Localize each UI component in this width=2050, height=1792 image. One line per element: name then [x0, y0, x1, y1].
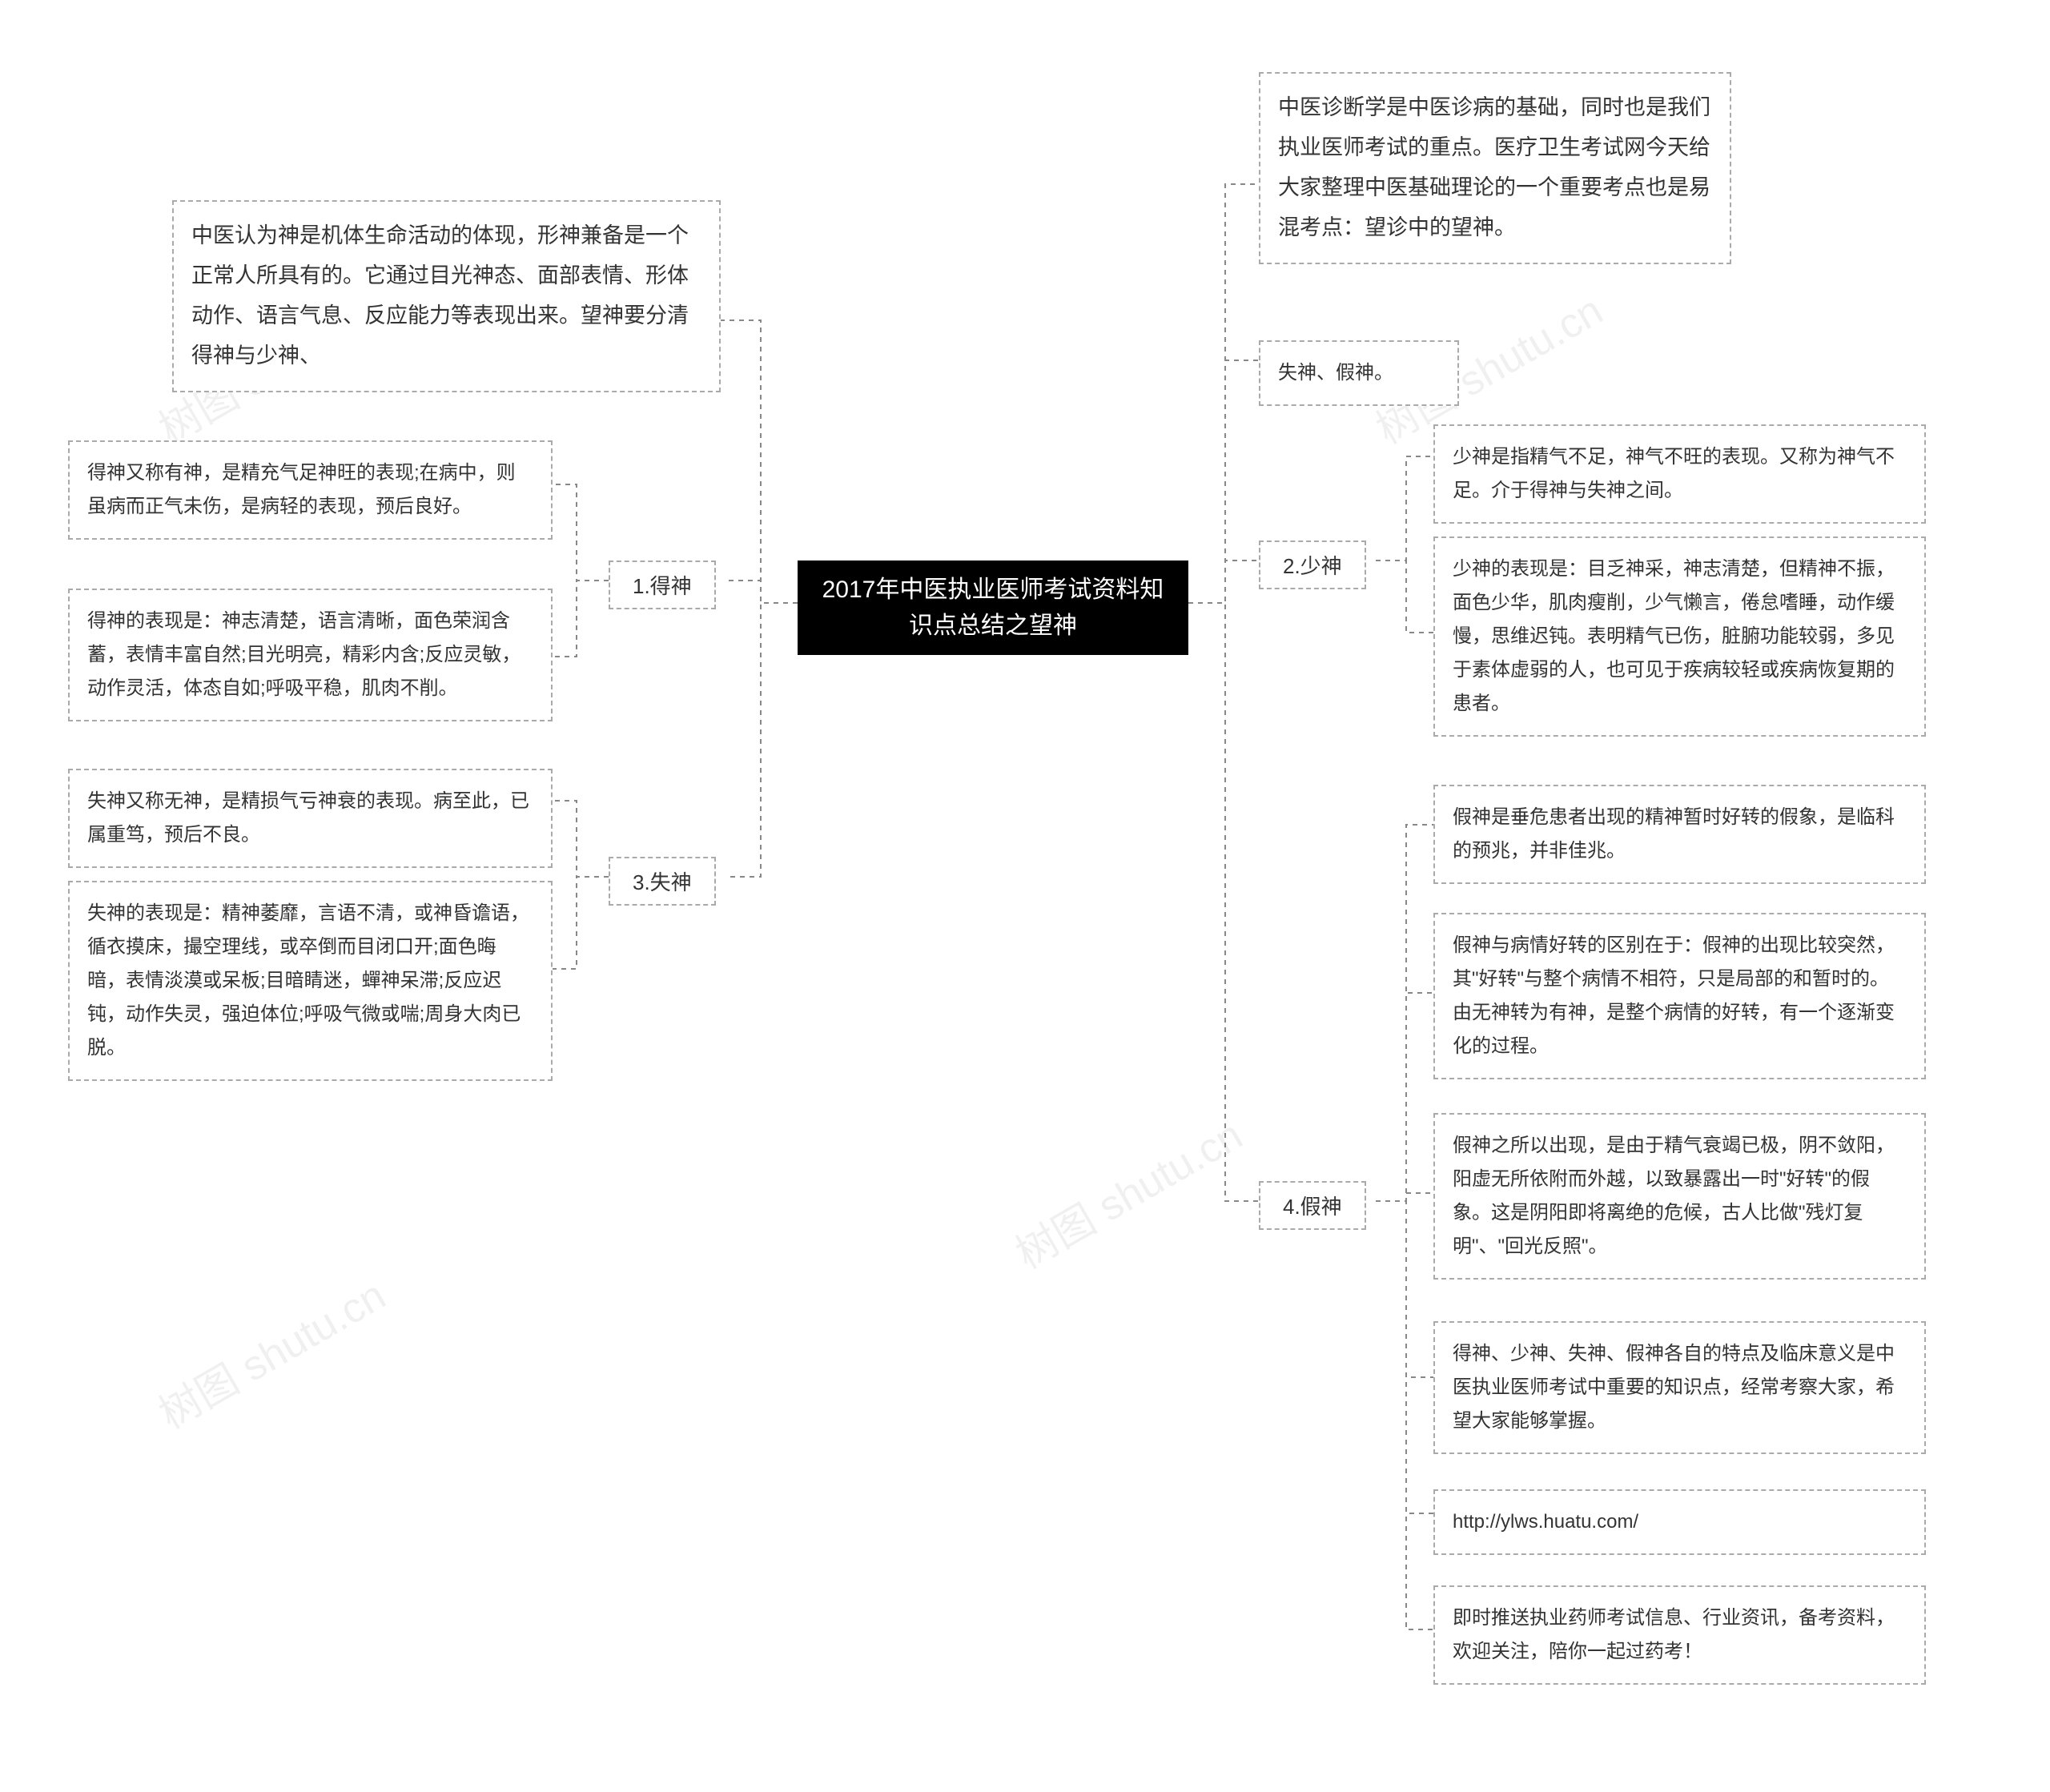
- right-intro: 中医诊断学是中医诊病的基础，同时也是我们执业医师考试的重点。医疗卫生考试网今天给…: [1259, 72, 1731, 264]
- leaf-shaoshen-1: 少神是指精气不足，神气不旺的表现。又称为神气不足。介于得神与失神之间。: [1433, 424, 1926, 524]
- branch-shaoshen: 2.少神: [1259, 540, 1366, 589]
- left-intro: 中医认为神是机体生命活动的体现，形神兼备是一个正常人所具有的。它通过目光神态、面…: [172, 200, 721, 392]
- leaf-jiashen-3: 假神之所以出现，是由于精气衰竭已极，阴不敛阳，阳虚无所依附而外越，以致暴露出一时…: [1433, 1113, 1926, 1280]
- leaf-jiashen-5: http://ylws.huatu.com/: [1433, 1489, 1926, 1555]
- watermark: 树图 shutu.cn: [146, 1262, 394, 1440]
- right-intro2: 失神、假神。: [1259, 340, 1459, 406]
- branch-deshen: 1.得神: [609, 561, 716, 609]
- leaf-deshen-2: 得神的表现是：神志清楚，语言清晰，面色荣润含蓄，表情丰富自然;目光明亮，精彩内含…: [68, 589, 553, 721]
- center-title: 2017年中医执业医师考试资料知识点总结之望神: [798, 561, 1188, 655]
- leaf-shishen-2: 失神的表现是：精神萎靡，言语不清，或神昏谵语，循衣摸床，撮空理线，或卒倒而目闭口…: [68, 881, 553, 1081]
- leaf-jiashen-1: 假神是垂危患者出现的精神暂时好转的假象，是临科的预兆，并非佳兆。: [1433, 785, 1926, 884]
- branch-shishen: 3.失神: [609, 857, 716, 906]
- branch-jiashen: 4.假神: [1259, 1181, 1366, 1230]
- leaf-jiashen-4: 得神、少神、失神、假神各自的特点及临床意义是中医执业医师考试中重要的知识点，经常…: [1433, 1321, 1926, 1454]
- leaf-shaoshen-2: 少神的表现是：目乏神采，神志清楚，但精神不振，面色少华，肌肉瘦削，少气懒言，倦怠…: [1433, 536, 1926, 737]
- watermark: 树图 shutu.cn: [1003, 1102, 1251, 1280]
- leaf-shishen-1: 失神又称无神，是精损气亏神衰的表现。病至此，已属重笃，预后不良。: [68, 769, 553, 868]
- leaf-jiashen-6: 即时推送执业药师考试信息、行业资讯，备考资料，欢迎关注，陪你一起过药考！: [1433, 1585, 1926, 1685]
- leaf-jiashen-2: 假神与病情好转的区别在于：假神的出现比较突然，其"好转"与整个病情不相符，只是局…: [1433, 913, 1926, 1079]
- leaf-deshen-1: 得神又称有神，是精充气足神旺的表现;在病中，则虽病而正气未伤，是病轻的表现，预后…: [68, 440, 553, 540]
- mindmap-container: 树图 shutu.cn 树图 shutu.cn 树图 shutu.cn 树图 s…: [0, 0, 2050, 1792]
